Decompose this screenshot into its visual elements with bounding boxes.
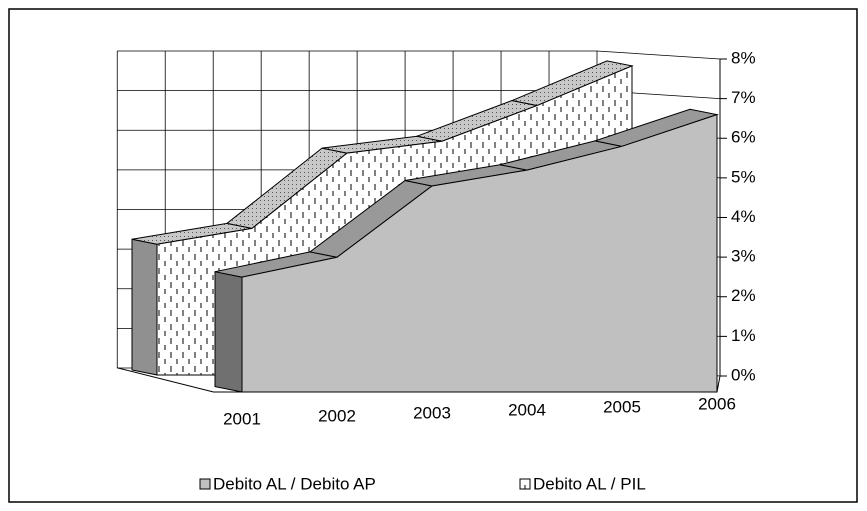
y-tick-label: 2% [731, 286, 756, 305]
y-tick-label: 7% [731, 88, 756, 107]
floor-edge [117, 367, 721, 393]
y-tick-label: 8% [731, 48, 756, 67]
area-side [214, 271, 243, 393]
x-tick-label: 2003 [413, 403, 451, 422]
x-tick-label: 2001 [223, 409, 261, 428]
x-tick-label: 2005 [603, 397, 641, 416]
x-tick-label: 2006 [698, 394, 736, 413]
legend-swatch [519, 478, 531, 490]
area [241, 113, 718, 393]
area-side [131, 238, 158, 376]
y-tick-label: 6% [731, 128, 756, 147]
x-tick-label: 2004 [508, 400, 546, 419]
y-tick-label: 5% [731, 167, 756, 186]
y-tick-label: 1% [731, 326, 756, 345]
legend-label: Debito AL / PIL [533, 474, 646, 493]
x-tick-label: 2002 [318, 406, 356, 425]
y-tick-label: 0% [731, 365, 756, 384]
legend-label: Debito AL / Debito AP [213, 474, 376, 493]
legend-swatch [199, 478, 211, 490]
y-tick-label: 3% [731, 247, 756, 266]
y-tick-label: 4% [731, 207, 756, 226]
